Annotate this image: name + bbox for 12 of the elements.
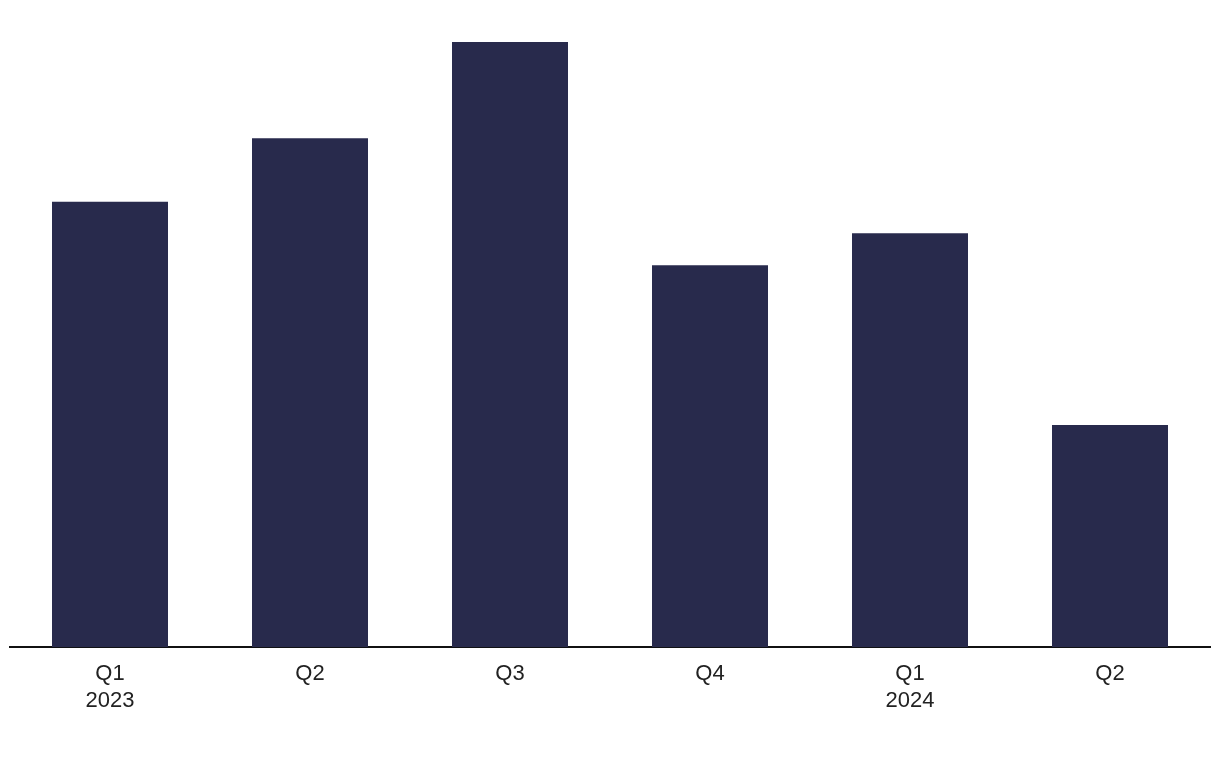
bar bbox=[852, 233, 968, 648]
x-tick-label: Q1 2024 bbox=[885, 660, 935, 712]
x-tick-label: Q1 2023 bbox=[85, 660, 135, 712]
x-tick-label: Q2 bbox=[295, 660, 325, 686]
bar bbox=[452, 42, 568, 648]
bar bbox=[252, 138, 368, 648]
bar bbox=[1052, 425, 1168, 648]
x-tick-label: Q3 bbox=[495, 660, 525, 686]
x-tick-label: Q2 bbox=[1095, 660, 1125, 686]
bar bbox=[52, 201, 168, 648]
x-tick-label: Q4 bbox=[695, 660, 725, 686]
bar bbox=[652, 265, 768, 648]
